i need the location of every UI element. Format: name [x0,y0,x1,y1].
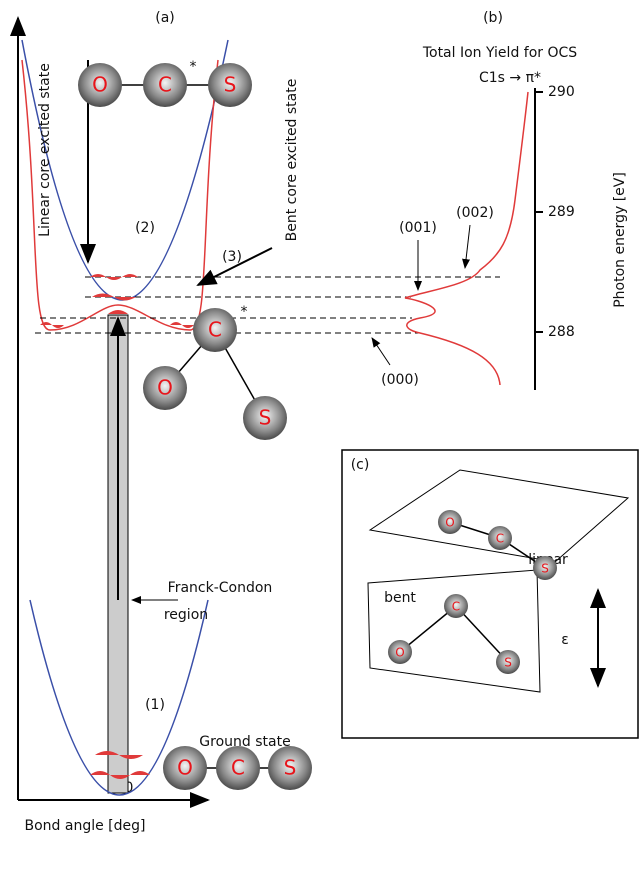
atom [78,63,122,107]
atom [496,650,520,674]
panel-label: (b) [483,10,503,26]
spectrum-curve [404,91,529,386]
atom [163,746,207,790]
atom [143,63,187,107]
atom-label: S [224,73,237,97]
arrow [196,247,273,286]
atom-label: O [92,73,108,97]
atom-label: C [231,756,245,780]
axes-a [9,16,210,808]
bond [399,605,457,653]
label: (1) [145,697,165,713]
atom [388,640,412,664]
arrow [371,337,391,366]
transition: C1s → π* [479,70,541,86]
tick-label: 288 [548,324,575,340]
label: ε [561,632,569,648]
panel-label: (a) [155,10,175,26]
atom-label: O [395,646,404,660]
atom [533,556,557,580]
label: region [164,607,208,623]
bent-plane [367,569,541,693]
atom [444,594,468,618]
atom-label: S [504,656,512,670]
label: (3) [222,249,242,265]
tick-label: 290 [548,84,575,100]
atom-label: O [157,376,173,400]
label: (2) [135,220,155,236]
bent-curve [21,59,219,331]
ground-curve [29,599,209,796]
panel-label: (c) [351,457,370,473]
label: bent [384,590,416,606]
atom [268,746,312,790]
x-axis-label: Bond angle [deg] [25,818,146,834]
state-label: Bent core excited state [284,79,300,242]
peak-label: (002) [456,205,494,221]
atom [438,510,462,534]
spectrum-title: Total Ion Yield for OCS [422,45,577,61]
wavefunctions [40,274,194,779]
state-label: Linear core excited state [37,63,53,237]
atom-label: C [496,532,504,546]
molecule: O C S [438,510,557,580]
atom-label: C [208,318,222,342]
atom [488,526,512,550]
atom-label: C [158,73,172,97]
label: Ground state [199,734,290,750]
peak-label: (000) [381,372,419,388]
star: * [241,304,248,320]
atom [216,746,260,790]
atom-label: S [259,406,272,430]
atom-label: S [541,562,549,576]
atom-label: C [452,600,460,614]
molecule: O C S * [78,59,252,107]
tick-label: 289 [548,204,575,220]
linear-plane [368,469,630,563]
levels [35,276,500,334]
label: Franck-Condon [168,580,273,596]
star: * [190,59,197,75]
atom-label: O [177,756,193,780]
atom [193,308,237,352]
molecule: O C S * [143,304,287,440]
atom [243,396,287,440]
atom-label: S [284,756,297,780]
atom-label: O [445,516,454,530]
atom [143,366,187,410]
y-axis-label: Photon energy [eV] [612,172,628,308]
atom [208,63,252,107]
arrow [462,224,471,269]
molecule: O C S [388,594,520,674]
panel-c [341,449,639,739]
bond [455,605,509,663]
peak-label: (001) [399,220,437,236]
